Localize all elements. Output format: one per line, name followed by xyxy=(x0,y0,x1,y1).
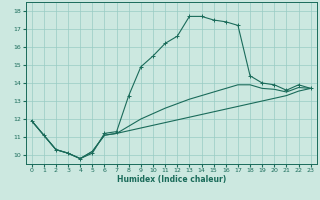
X-axis label: Humidex (Indice chaleur): Humidex (Indice chaleur) xyxy=(116,175,226,184)
